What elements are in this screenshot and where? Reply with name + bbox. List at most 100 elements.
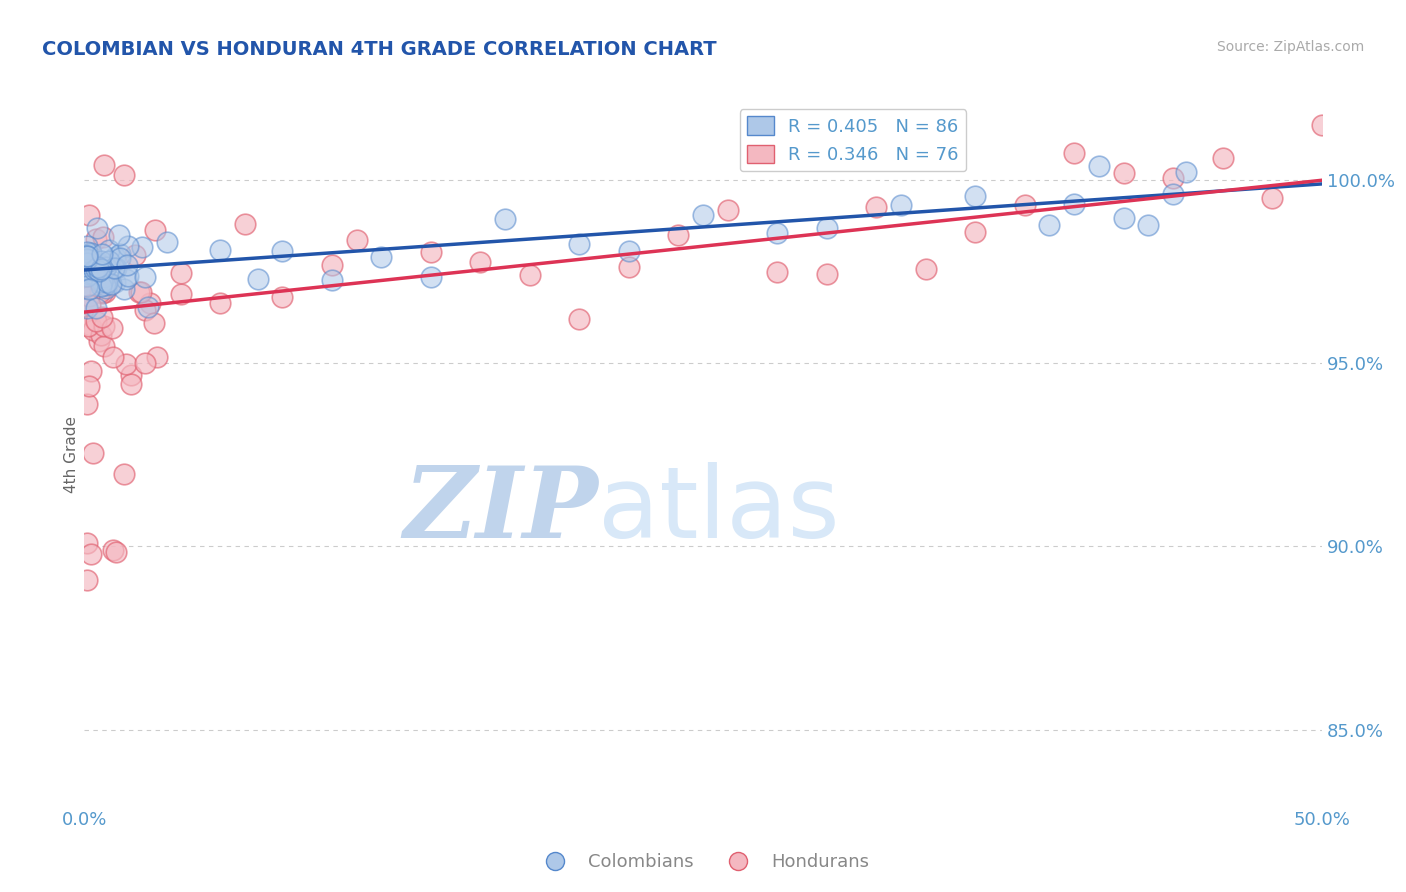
Point xyxy=(82,323,104,337)
Point xyxy=(120,368,142,383)
Point xyxy=(76,245,98,260)
Point xyxy=(1174,165,1197,179)
Point xyxy=(90,285,112,300)
Point xyxy=(568,312,591,326)
Point xyxy=(89,260,111,275)
Point xyxy=(1112,211,1135,225)
Point xyxy=(91,230,114,244)
Point xyxy=(1261,191,1284,205)
Point xyxy=(138,301,160,315)
Point xyxy=(101,350,124,364)
Point xyxy=(419,244,441,259)
Point xyxy=(90,247,112,261)
Point xyxy=(138,295,160,310)
Point xyxy=(77,267,100,281)
Point xyxy=(80,547,103,561)
Point xyxy=(76,536,98,550)
Point xyxy=(1310,119,1333,133)
Point xyxy=(94,281,117,295)
Point xyxy=(76,239,98,253)
Point xyxy=(112,467,135,482)
Point xyxy=(89,334,111,348)
Point xyxy=(93,339,115,353)
Point xyxy=(114,357,136,371)
Point xyxy=(117,269,139,284)
Point xyxy=(108,227,131,242)
Point xyxy=(717,202,740,217)
Point xyxy=(93,319,115,334)
Point xyxy=(1161,171,1184,186)
Point xyxy=(76,397,98,411)
Point xyxy=(120,376,142,391)
Point xyxy=(128,285,150,299)
Point xyxy=(129,285,152,299)
Point xyxy=(370,250,392,264)
Point xyxy=(419,269,441,284)
Point xyxy=(80,266,103,280)
Point xyxy=(271,290,294,304)
Point xyxy=(89,275,111,289)
Point xyxy=(80,245,103,260)
Point xyxy=(104,261,127,276)
Point xyxy=(104,275,127,289)
Point xyxy=(83,263,105,277)
Point xyxy=(77,379,100,393)
Point xyxy=(617,260,640,274)
Point xyxy=(76,574,98,588)
Text: ZIP: ZIP xyxy=(404,462,598,558)
Point xyxy=(82,446,104,460)
Point xyxy=(1137,219,1160,233)
Point xyxy=(91,275,114,289)
Point xyxy=(76,261,98,276)
Point xyxy=(94,260,117,274)
Point xyxy=(79,318,101,333)
Point xyxy=(1212,151,1234,165)
Point xyxy=(470,255,492,269)
Point xyxy=(110,251,132,265)
Point xyxy=(80,253,103,268)
Point xyxy=(79,282,101,296)
Point xyxy=(83,262,105,277)
Point xyxy=(90,253,112,268)
Point xyxy=(666,228,689,243)
Point xyxy=(76,252,98,266)
Point xyxy=(321,273,343,287)
Point xyxy=(112,282,135,296)
Point xyxy=(77,289,100,303)
Point xyxy=(965,188,987,202)
Point xyxy=(84,258,107,272)
Point xyxy=(246,272,269,286)
Point xyxy=(76,255,98,269)
Text: Source: ZipAtlas.com: Source: ZipAtlas.com xyxy=(1216,40,1364,54)
Point xyxy=(865,200,887,214)
Text: COLOMBIAN VS HONDURAN 4TH GRADE CORRELATION CHART: COLOMBIAN VS HONDURAN 4TH GRADE CORRELAT… xyxy=(42,40,717,59)
Point xyxy=(1038,218,1060,232)
Point xyxy=(76,269,98,284)
Point xyxy=(233,217,256,231)
Point xyxy=(94,278,117,293)
Point xyxy=(1063,197,1085,211)
Point xyxy=(143,223,166,237)
Point xyxy=(91,272,114,286)
Legend: Colombians, Hondurans: Colombians, Hondurans xyxy=(530,847,876,879)
Point xyxy=(76,249,98,263)
Point xyxy=(1088,159,1111,173)
Point xyxy=(271,244,294,259)
Point xyxy=(82,254,104,268)
Point xyxy=(77,252,100,267)
Point xyxy=(90,327,112,342)
Point xyxy=(86,221,108,235)
Point xyxy=(84,301,107,316)
Point xyxy=(76,319,98,334)
Point xyxy=(890,198,912,212)
Point xyxy=(965,225,987,239)
Point xyxy=(76,248,98,262)
Point xyxy=(76,256,98,270)
Point xyxy=(93,269,115,284)
Point xyxy=(143,316,166,330)
Point xyxy=(170,286,193,301)
Point xyxy=(94,285,117,300)
Point xyxy=(134,269,156,284)
Point xyxy=(80,260,103,274)
Point xyxy=(1014,198,1036,212)
